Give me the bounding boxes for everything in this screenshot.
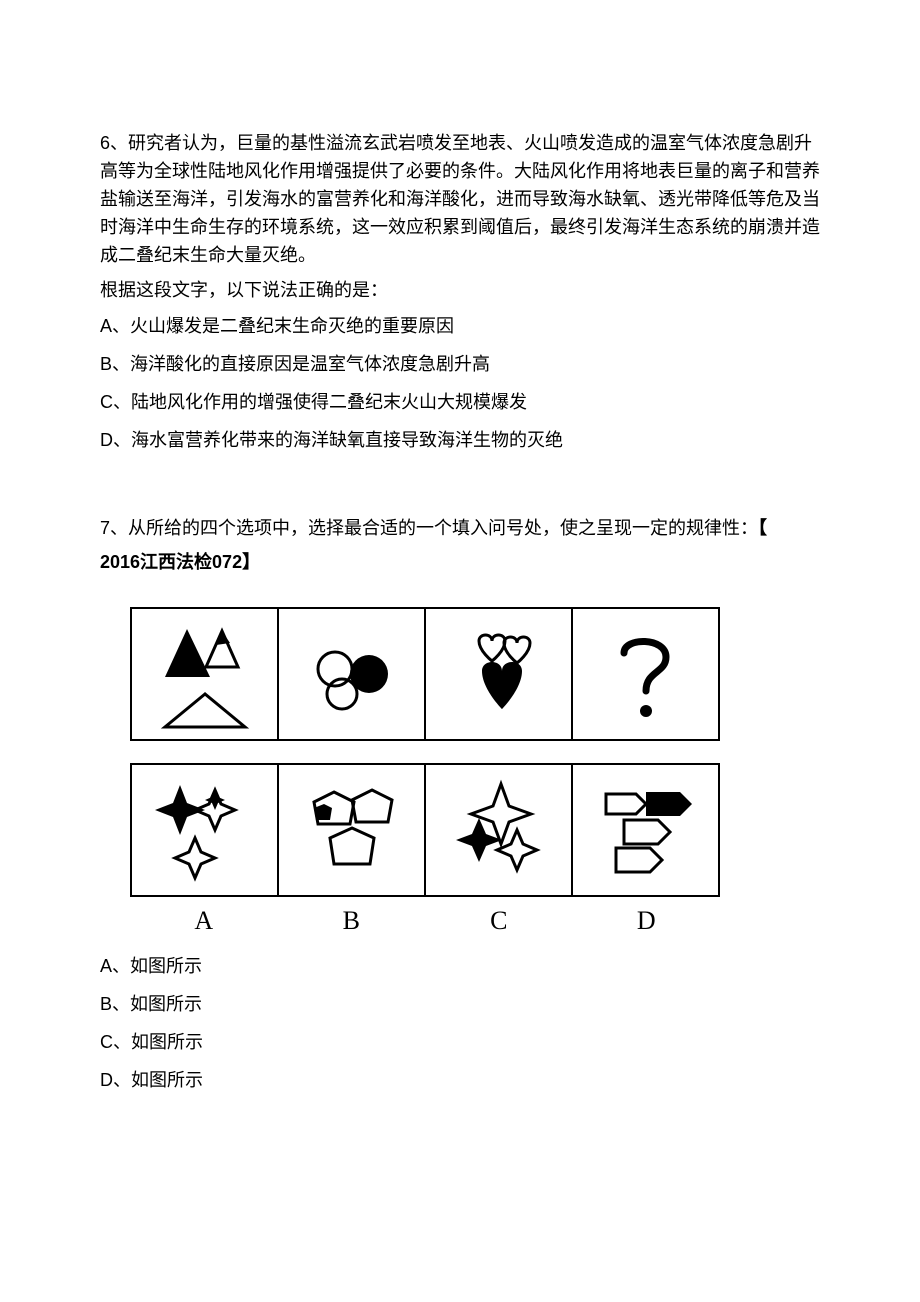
q7-answer-cell-a[interactable]: [132, 765, 279, 895]
q6-sep: 、: [110, 133, 128, 153]
hearts-icon: [444, 619, 554, 729]
q7-cell-hearts: [426, 609, 573, 739]
q6-number: 6: [100, 133, 110, 153]
q7-answer-cell-c[interactable]: [426, 765, 573, 895]
q7-option-c[interactable]: C、如图所示: [100, 1029, 820, 1057]
q7-figure: A B C D: [130, 607, 820, 941]
q7-figure-top-row: [130, 607, 720, 741]
q6-passage: 6、研究者认为，巨量的基性溢流玄武岩喷发至地表、火山喷发造成的温室气体浓度急剧升…: [100, 130, 820, 269]
q7-option-d[interactable]: D、如图所示: [100, 1067, 820, 1095]
q7-source-close: 】: [242, 552, 260, 572]
q7-number: 7: [100, 518, 110, 538]
q7-stem: 从所给的四个选项中，选择最合适的一个填入问号处，使之呈现一定的规律性：: [128, 518, 758, 538]
triangles-icon: [150, 619, 260, 729]
q7-cell-circles: [279, 609, 426, 739]
q7-source-open: 【: [758, 518, 767, 538]
circles-icon: [297, 619, 407, 729]
q7-label-a: A: [130, 901, 278, 941]
stars-a-icon: [145, 770, 265, 890]
question-7: 7、从所给的四个选项中，选择最合适的一个填入问号处，使之呈现一定的规律性：【 2…: [100, 515, 820, 1095]
q7-answer-cell-d[interactable]: [573, 765, 718, 895]
q7-label-c: C: [425, 901, 573, 941]
q7-answer-cell-b[interactable]: [279, 765, 426, 895]
q6-option-b[interactable]: B、海洋酸化的直接原因是温室气体浓度急剧升高: [100, 351, 820, 379]
q7-figure-answer-row: [130, 763, 720, 897]
q7-cell-question: [573, 609, 718, 739]
q6-option-a[interactable]: A、火山爆发是二叠纪末生命灭绝的重要原因: [100, 313, 820, 341]
q7-option-a[interactable]: A、如图所示: [100, 953, 820, 981]
q7-answer-labels: A B C D: [130, 901, 720, 941]
pentagons-b-icon: [292, 770, 412, 890]
q7-cell-triangles: [132, 609, 279, 739]
q6-option-c[interactable]: C、陆地风化作用的增强使得二叠纪末火山大规模爆发: [100, 389, 820, 417]
q7-source-line: 2016江西法检072】: [100, 549, 820, 577]
question-mark-icon: [591, 619, 701, 729]
stars-c-icon: [439, 770, 559, 890]
q6-prompt: 根据这段文字，以下说法正确的是：: [100, 277, 820, 305]
q7-option-b[interactable]: B、如图所示: [100, 991, 820, 1019]
arrows-d-icon: [586, 770, 706, 890]
q7-label-b: B: [278, 901, 426, 941]
q7-sep: 、: [110, 518, 128, 538]
question-6: 6、研究者认为，巨量的基性溢流玄武岩喷发至地表、火山喷发造成的温室气体浓度急剧升…: [100, 130, 820, 455]
q6-option-d[interactable]: D、海水富营养化带来的海洋缺氧直接导致海洋生物的灭绝: [100, 427, 820, 455]
q7-source: 2016江西法检072: [100, 552, 242, 572]
q7-label-d: D: [573, 901, 721, 941]
q6-passage-text: 研究者认为，巨量的基性溢流玄武岩喷发至地表、火山喷发造成的温室气体浓度急剧升高等…: [100, 133, 820, 265]
q7-stem-line: 7、从所给的四个选项中，选择最合适的一个填入问号处，使之呈现一定的规律性：【: [100, 515, 820, 543]
